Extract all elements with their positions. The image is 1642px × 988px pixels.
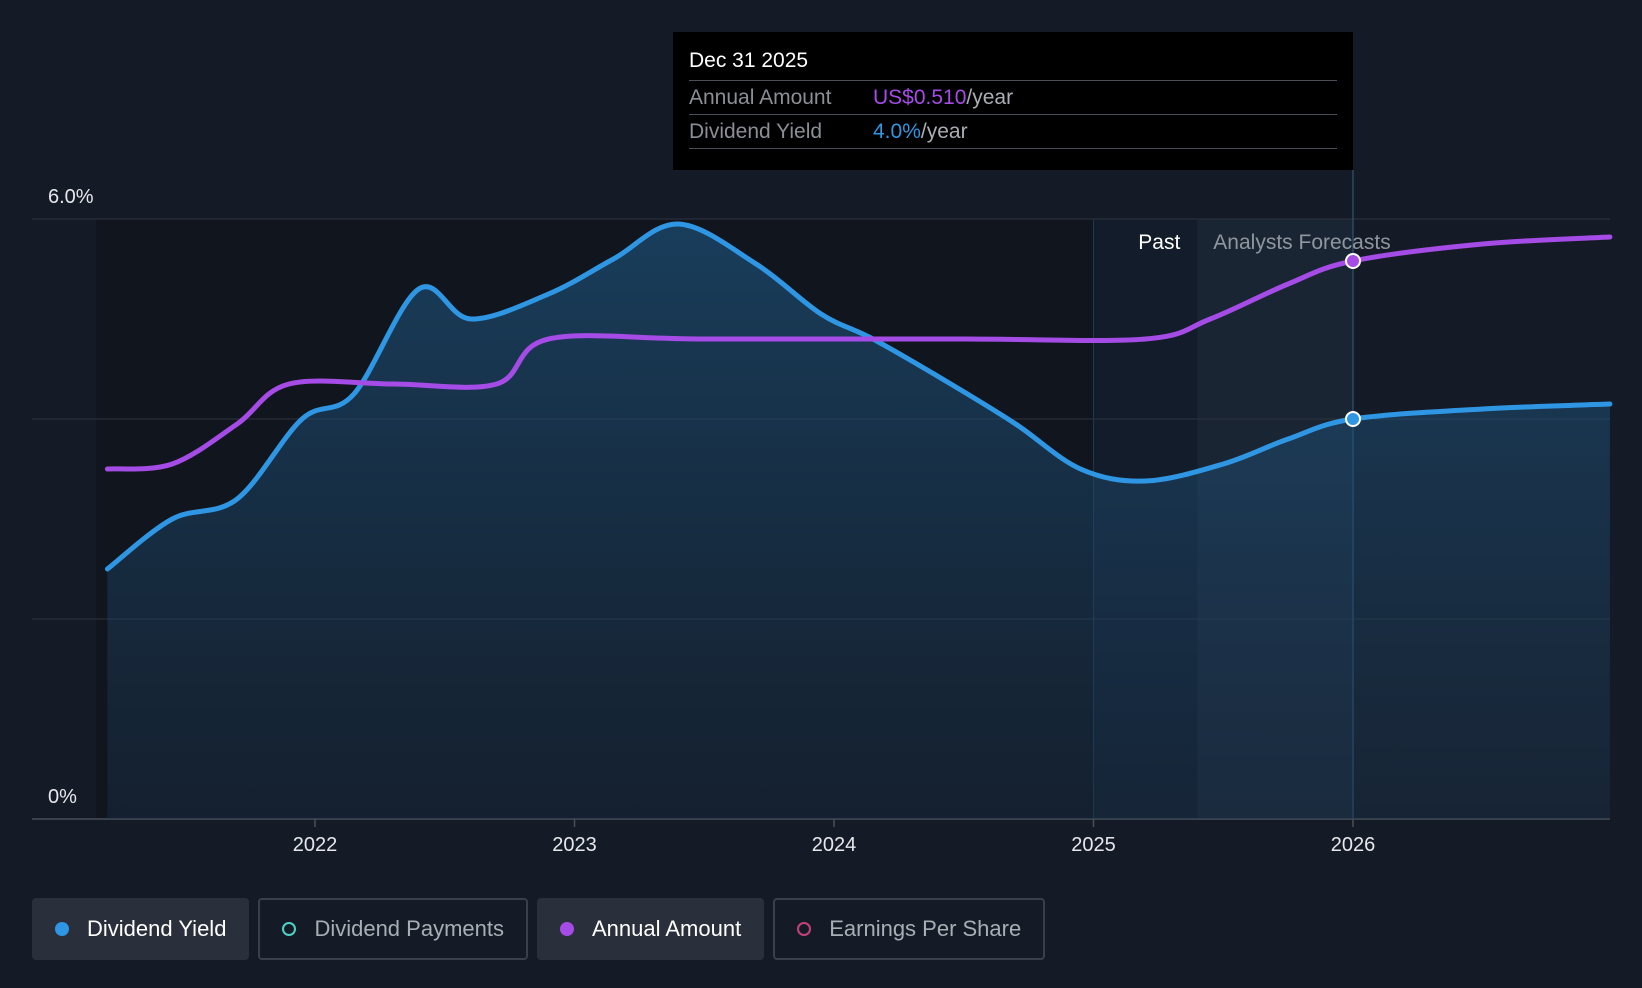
yield-area <box>107 223 1610 819</box>
legend-label: Dividend Yield <box>87 916 227 941</box>
legend-label: Earnings Per Share <box>829 916 1022 941</box>
tooltip-row-dividend-yield: Dividend Yield 4.0% /year <box>689 114 1337 149</box>
legend-label: Dividend Payments <box>314 916 504 941</box>
hollow-dot-icon <box>282 922 297 936</box>
tooltip-value: US$0.510 <box>873 86 967 109</box>
y-tick-label: 6.0% <box>48 186 94 208</box>
legend-dividend-payments-button[interactable]: Dividend Payments <box>258 898 528 960</box>
tooltip-unit: /year <box>920 120 968 143</box>
legend-dividend-yield-button[interactable]: Dividend Yield <box>32 898 250 960</box>
chart-legend: Dividend Yield Dividend Payments Annual … <box>32 898 1046 960</box>
annual-amount-marker <box>1345 253 1361 269</box>
filled-dot-icon <box>55 922 69 936</box>
forecast-label: Analysts Forecasts <box>1213 231 1390 254</box>
x-tick-label: 2023 <box>552 834 597 856</box>
x-tick-label: 2025 <box>1071 834 1116 856</box>
x-tick-label: 2022 <box>293 834 338 856</box>
legend-label: Annual Amount <box>591 916 742 941</box>
legend-annual-amount-button[interactable]: Annual Amount <box>536 898 765 960</box>
dividend-yield-line <box>104 221 1613 572</box>
hollow-dot-icon <box>797 922 812 936</box>
past-label: Past <box>1138 231 1180 254</box>
tooltip-label: Annual Amount <box>689 86 832 109</box>
legend-earnings-per-share-button[interactable]: Earnings Per Share <box>773 898 1046 960</box>
tooltip-unit: /year <box>966 86 1014 109</box>
x-tick-label: 2024 <box>812 834 857 856</box>
chart-tooltip: Dec 31 2025 Annual Amount US$0.510 /year… <box>673 32 1353 170</box>
x-tick-label: 2026 <box>1331 834 1376 856</box>
y-tick-label: 0% <box>48 786 77 808</box>
annual-amount-line <box>104 234 1613 472</box>
tooltip-value: 4.0% <box>873 120 921 143</box>
tooltip-date: Dec 31 2025 <box>689 49 809 72</box>
filled-dot-icon <box>559 922 574 936</box>
tooltip-row-annual-amount: Annual Amount US$0.510 /year <box>689 80 1337 114</box>
dividend-yield-marker <box>1345 411 1361 427</box>
tooltip-label: Dividend Yield <box>689 120 823 143</box>
